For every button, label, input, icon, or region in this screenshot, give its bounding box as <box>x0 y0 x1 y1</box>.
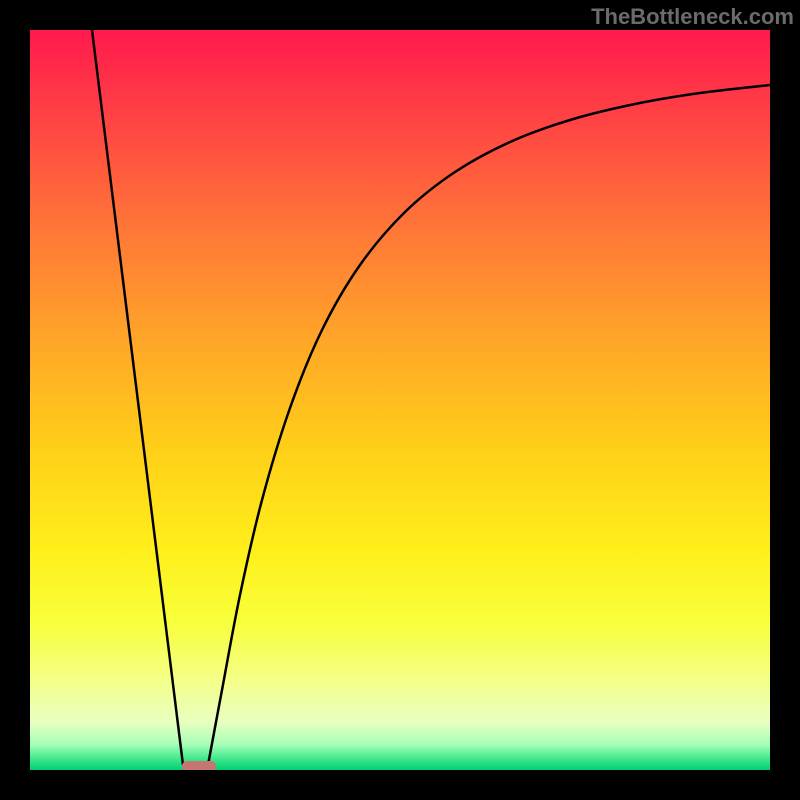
watermark-text: TheBottleneck.com <box>591 4 794 30</box>
left-descending-line <box>92 30 183 765</box>
bottleneck-marker <box>182 761 216 770</box>
right-asymptotic-curve <box>208 85 770 765</box>
chart-container: { "watermark": { "text": "TheBottleneck.… <box>0 0 800 800</box>
plot-area <box>30 30 770 770</box>
curve-layer <box>30 30 770 770</box>
